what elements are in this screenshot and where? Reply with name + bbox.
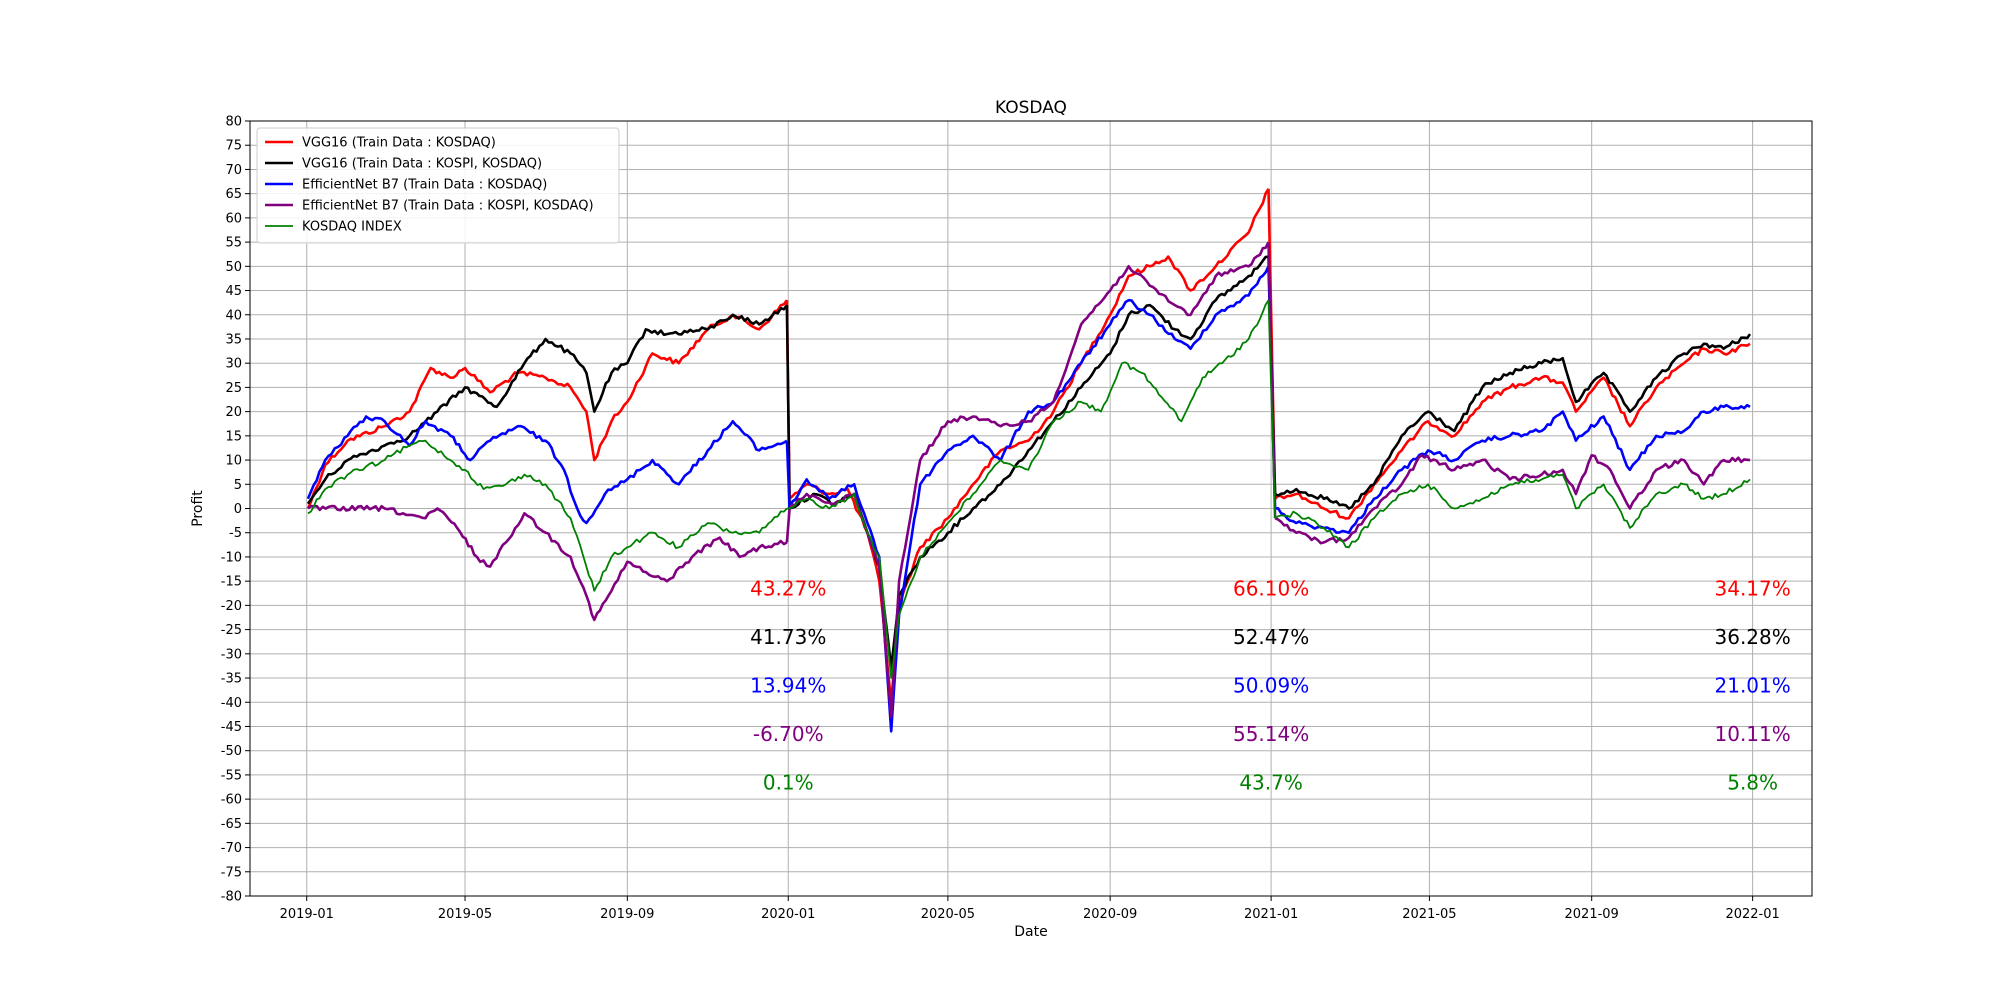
return-annotation: 5.8%: [1727, 770, 1778, 794]
y-tick-label: 25: [225, 381, 242, 396]
x-tick-label: 2019-09: [600, 907, 654, 922]
y-tick-label: -35: [221, 672, 242, 687]
series-line: [789, 299, 1270, 679]
y-axis: 80757065605550454035302520151050-5-10-15…: [221, 115, 250, 905]
series-line: [307, 439, 788, 592]
series-line: [306, 304, 788, 505]
return-annotation: 43.7%: [1239, 770, 1303, 794]
y-tick-label: 50: [225, 260, 242, 275]
x-tick-label: 2022-01: [1725, 907, 1779, 922]
series-line: [1274, 453, 1751, 545]
return-annotation: 34.17%: [1715, 577, 1791, 601]
x-tick-label: 2021-01: [1244, 907, 1298, 922]
return-annotation: 52.47%: [1233, 625, 1309, 649]
return-annotation: 50.09%: [1233, 674, 1309, 698]
y-tick-label: 40: [225, 308, 242, 323]
x-tick-label: 2020-05: [921, 907, 975, 922]
y-tick-label: -10: [221, 550, 242, 565]
y-tick-label: -15: [221, 575, 242, 590]
y-axis-title: Profit: [190, 490, 206, 527]
series-connector: [785, 508, 791, 543]
y-tick-label: 5: [234, 478, 242, 493]
x-axis-title: Date: [1014, 924, 1047, 940]
y-tick-label: -80: [221, 890, 242, 905]
y-tick-label: 80: [225, 115, 242, 130]
chart-title: KOSDAQ: [995, 98, 1067, 118]
x-tick-label: 2020-01: [761, 907, 815, 922]
y-tick-label: -60: [221, 793, 242, 808]
y-tick-label: 15: [225, 429, 242, 444]
y-tick-label: -20: [221, 599, 242, 614]
x-tick-label: 2019-01: [280, 907, 334, 922]
legend: VGG16 (Train Data : KOSDAQ) VGG16 (Train …: [256, 127, 620, 244]
series-line: [1274, 342, 1751, 520]
return-annotation: 21.01%: [1715, 674, 1791, 698]
y-tick-label: -5: [229, 526, 242, 541]
y-tick-label: 10: [225, 454, 242, 469]
y-tick-label: 30: [225, 357, 242, 372]
x-tick-label: 2021-09: [1565, 907, 1619, 922]
return-annotation: -6.70%: [753, 722, 824, 746]
legend-box: [256, 127, 620, 244]
legend-label: VGG16 (Train Data : KOSPI, KOSDAQ): [302, 157, 542, 172]
return-annotation: 13.94%: [750, 674, 826, 698]
y-tick-label: -55: [221, 768, 242, 783]
series-connector: [785, 440, 791, 509]
series-line: [1275, 403, 1751, 534]
legend-label: EfficientNet B7 (Train Data : KOSPI, KOS…: [302, 199, 594, 214]
return-annotation: 66.10%: [1233, 577, 1309, 601]
y-tick-label: 0: [234, 502, 242, 517]
y-tick-label: -50: [221, 744, 242, 759]
x-tick-label: 2019-05: [438, 907, 492, 922]
y-tick-label: 70: [225, 163, 242, 178]
return-annotation: 41.73%: [750, 625, 826, 649]
y-tick-label: 55: [225, 236, 242, 251]
y-tick-label: -40: [221, 696, 242, 711]
series-4: [307, 299, 1751, 679]
legend-label: VGG16 (Train Data : KOSDAQ): [302, 136, 496, 151]
y-tick-label: -25: [221, 623, 242, 638]
y-tick-label: 65: [225, 187, 242, 202]
y-tick-label: -65: [221, 817, 242, 832]
x-tick-label: 2021-05: [1402, 907, 1456, 922]
return-annotation: 55.14%: [1233, 722, 1309, 746]
legend-label: KOSDAQ INDEX: [302, 220, 402, 235]
series-line: [1274, 333, 1752, 510]
legend-label: EfficientNet B7 (Train Data : KOSDAQ): [302, 178, 547, 193]
return-annotation: 10.11%: [1715, 722, 1791, 746]
return-annotation: 43.27%: [750, 577, 826, 601]
plot-series: [306, 188, 1752, 733]
series-line: [307, 504, 788, 622]
y-tick-label: -70: [221, 841, 242, 856]
y-tick-label: 45: [225, 284, 242, 299]
y-tick-label: 35: [225, 332, 242, 347]
series-line: [306, 415, 788, 525]
annotations: 43.27% 41.73% 13.94% -6.70% 0.1% 66.10% 52.47%…: [750, 577, 1791, 795]
series-connector: [1267, 300, 1276, 519]
y-tick-label: 20: [225, 405, 242, 420]
series-line: [788, 265, 1270, 733]
y-tick-label: -75: [221, 865, 242, 880]
y-tick-label: -45: [221, 720, 242, 735]
return-annotation: 36.28%: [1715, 625, 1791, 649]
y-tick-label: -30: [221, 647, 242, 662]
series-line: [1274, 473, 1751, 549]
x-tick-label: 2020-09: [1083, 907, 1137, 922]
y-tick-label: 75: [225, 139, 242, 154]
y-tick-label: 60: [225, 211, 242, 226]
return-annotation: 0.1%: [763, 770, 814, 794]
x-axis: 2019-01 2019-05 2019-09 2020-01 2020-05 2020-…: [280, 896, 1780, 922]
